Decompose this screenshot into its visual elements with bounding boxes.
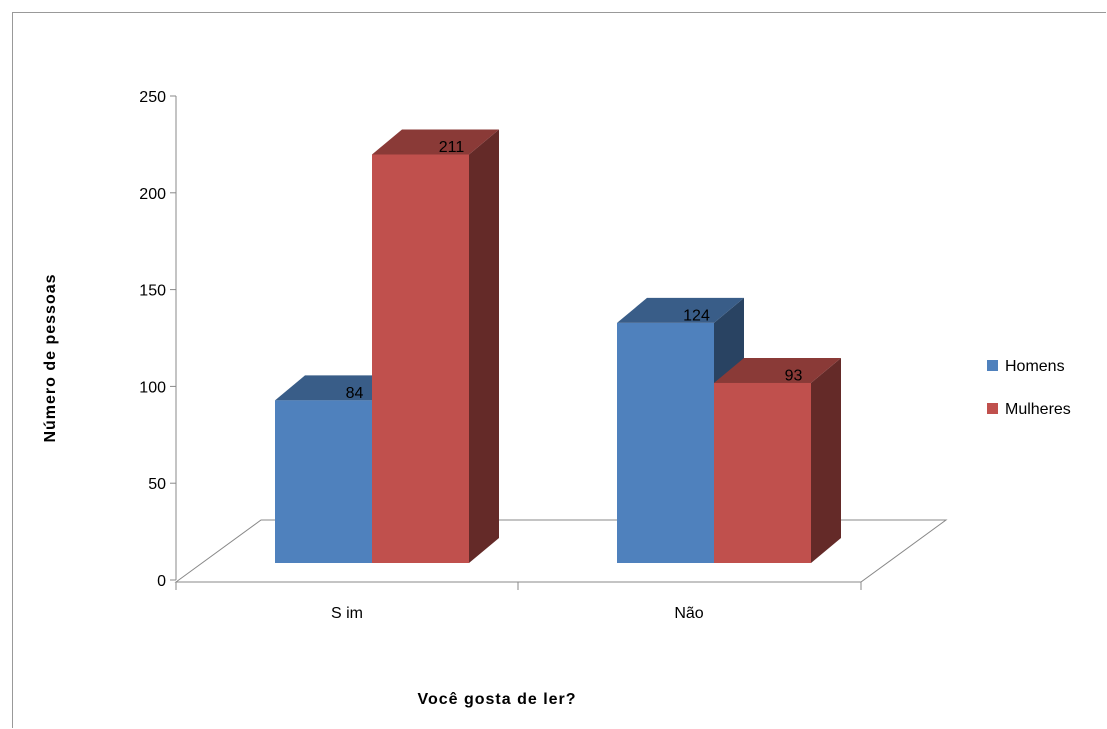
y-tick-label: 0 bbox=[157, 573, 166, 590]
category-label: S im bbox=[331, 605, 363, 622]
legend-item-homens: Homens bbox=[987, 358, 1065, 375]
bar-side bbox=[469, 129, 499, 563]
data-label: 84 bbox=[346, 385, 364, 402]
y-tick-label: 100 bbox=[139, 379, 166, 396]
y-tick-label: 200 bbox=[139, 186, 166, 203]
bar-top bbox=[617, 297, 744, 323]
bar-front bbox=[275, 400, 372, 563]
legend: Homens Mulheres bbox=[987, 358, 1071, 418]
data-label: 93 bbox=[785, 367, 803, 384]
bar-top bbox=[714, 357, 841, 383]
bar-mulheres-0 bbox=[372, 129, 499, 563]
y-tick-label: 150 bbox=[139, 283, 166, 300]
bar-front bbox=[372, 154, 469, 563]
bar-top bbox=[372, 129, 499, 155]
chart-frame bbox=[12, 12, 1106, 728]
bar-mulheres-1 bbox=[714, 357, 841, 563]
category-label: Não bbox=[674, 605, 703, 622]
legend-item-mulheres: Mulheres bbox=[987, 401, 1071, 418]
data-label: 211 bbox=[439, 139, 465, 156]
legend-label: Homens bbox=[1005, 358, 1065, 375]
data-label: 124 bbox=[683, 307, 710, 324]
y-axis-title: Número de pessoas bbox=[42, 273, 59, 442]
bar-side bbox=[811, 357, 841, 563]
y-tick-label: 250 bbox=[139, 89, 166, 106]
bar-front bbox=[617, 322, 714, 563]
legend-swatch bbox=[987, 360, 998, 371]
bar-top bbox=[275, 375, 402, 401]
legend-label: Mulheres bbox=[1005, 401, 1071, 418]
legend-swatch bbox=[987, 403, 998, 414]
y-tick-label: 50 bbox=[148, 476, 166, 493]
x-axis-title: Você gosta de ler? bbox=[417, 691, 576, 708]
bar-front bbox=[714, 382, 811, 563]
